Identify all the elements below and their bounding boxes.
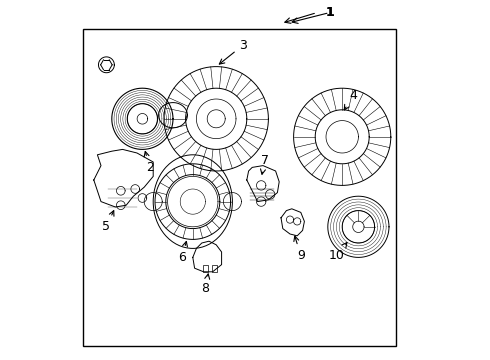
Bar <box>83 29 396 346</box>
Bar <box>202 265 208 272</box>
Text: 1: 1 <box>325 6 334 19</box>
Text: 2: 2 <box>144 152 153 174</box>
Text: 5: 5 <box>102 211 114 233</box>
Text: 7: 7 <box>261 154 269 174</box>
Text: 1: 1 <box>325 6 334 19</box>
Text: 9: 9 <box>294 236 305 262</box>
Text: 8: 8 <box>201 274 210 294</box>
Bar <box>212 265 217 272</box>
Text: 10: 10 <box>329 243 347 262</box>
Text: 6: 6 <box>178 242 188 264</box>
Text: 4: 4 <box>344 89 357 110</box>
Text: 3: 3 <box>220 39 247 64</box>
